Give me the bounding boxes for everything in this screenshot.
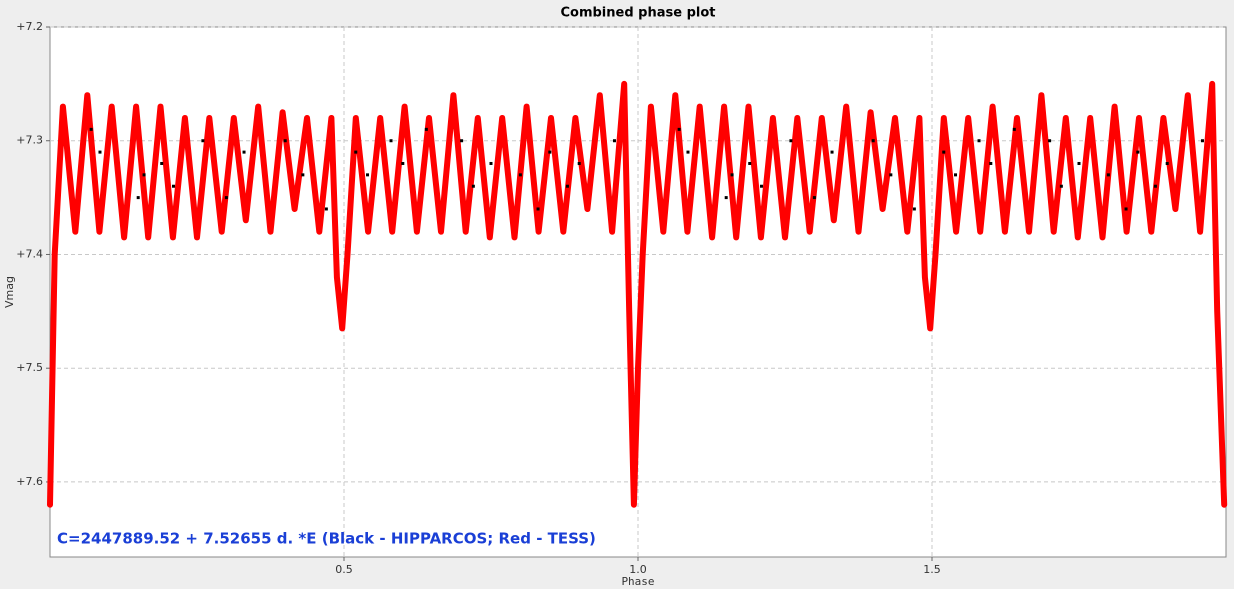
data-point (389, 139, 393, 143)
data-point (1124, 207, 1128, 211)
data-point (142, 173, 146, 177)
data-point (789, 139, 793, 143)
data-point (730, 173, 734, 177)
data-point (283, 139, 287, 143)
y-tick-label: +7.4 (16, 247, 43, 260)
data-point (98, 150, 102, 154)
data-point (171, 184, 175, 188)
data-point (724, 196, 728, 200)
data-point (242, 150, 246, 154)
data-point (160, 161, 164, 165)
data-point (1012, 127, 1016, 131)
y-tick-label: +7.5 (16, 361, 43, 374)
data-point (89, 127, 93, 131)
y-tick-label: +7.3 (16, 134, 43, 147)
data-point (424, 127, 428, 131)
data-point (954, 173, 958, 177)
y-tick-label: +7.2 (16, 20, 43, 33)
data-point (565, 184, 569, 188)
data-point (489, 161, 493, 165)
data-point (548, 150, 552, 154)
data-point (812, 196, 816, 200)
x-tick-label: 1.5 (923, 563, 941, 576)
data-point (1165, 161, 1169, 165)
data-point (401, 161, 405, 165)
data-point (366, 173, 370, 177)
data-point (759, 184, 763, 188)
data-point (942, 150, 946, 154)
data-point (1077, 161, 1081, 165)
x-tick-label: 1.0 (629, 563, 647, 576)
data-line (47, 80, 1228, 508)
y-axis-label: Vmag (3, 276, 16, 308)
data-point (889, 173, 893, 177)
x-axis-label: Phase (621, 575, 654, 588)
chart-title: Combined phase plot (560, 6, 715, 21)
data-point (677, 127, 681, 131)
data-point (686, 150, 690, 154)
data-point (977, 139, 981, 143)
data-point (1048, 139, 1052, 143)
data-point (830, 150, 834, 154)
data-point (324, 207, 328, 211)
data-point (577, 161, 581, 165)
data-point (354, 150, 358, 154)
data-point (1200, 139, 1204, 143)
x-tick-label: 0.5 (335, 563, 353, 576)
data-point (471, 184, 475, 188)
data-point (201, 139, 205, 143)
data-point (612, 139, 616, 143)
data-point (1153, 184, 1157, 188)
data-point (460, 139, 464, 143)
data-point (518, 173, 522, 177)
data-point (536, 207, 540, 211)
data-point (224, 196, 228, 200)
data-point (1106, 173, 1110, 177)
data-point (912, 207, 916, 211)
data-point (989, 161, 993, 165)
data-point (748, 161, 752, 165)
data-point (1059, 184, 1063, 188)
data-point (136, 196, 140, 200)
data-point (1136, 150, 1140, 154)
y-tick-label: +7.6 (16, 475, 43, 488)
data-point (871, 139, 875, 143)
annotation: C=2447889.52 + 7.52655 d. *E (Black - HI… (57, 530, 596, 548)
data-point (301, 173, 305, 177)
